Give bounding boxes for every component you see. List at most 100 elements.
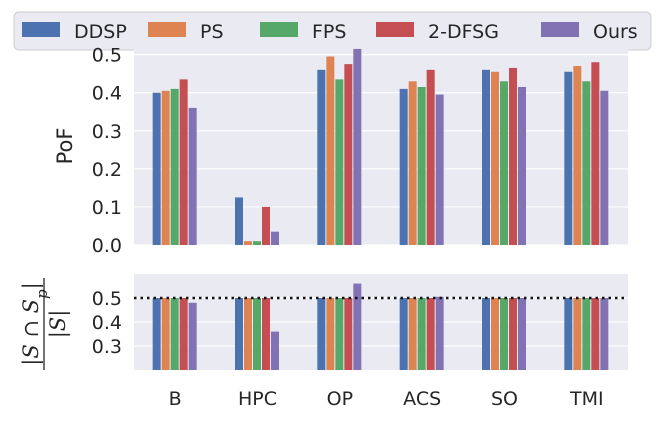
legend-label-2-dfsg: 2-DFSG	[428, 21, 499, 43]
bar-ps-op	[326, 56, 335, 246]
bar-fps-hpc	[253, 298, 261, 370]
bar-ps-hpc	[244, 298, 252, 370]
bar-ours-hpc	[271, 331, 279, 370]
bar-2-dfsg-b	[179, 79, 188, 245]
overlap-y-axis-label: |S ∩ Sp| |S|	[19, 278, 71, 370]
bar-fps-b	[170, 298, 179, 370]
bar-ddsp-op	[317, 69, 326, 245]
legend: DDSP PS FPS 2-DFSG Ours	[13, 11, 652, 51]
bar-ddsp-op	[317, 298, 326, 370]
legend-label-ps: PS	[200, 21, 224, 43]
y-tick-label: 0.4	[92, 83, 122, 105]
y-tick-label: 0.1	[92, 197, 122, 219]
bar-2-dfsg-hpc	[262, 206, 270, 245]
y-tick-label: 0.0	[92, 235, 122, 257]
legend-swatch-ours	[541, 22, 579, 37]
y-tick-label: 0.4	[92, 312, 122, 334]
bar-2-dfsg-b	[179, 298, 188, 370]
bar-fps-acs	[417, 298, 426, 370]
bar-ours-tmi	[600, 90, 609, 246]
bar-ours-b	[188, 107, 197, 245]
x-tick-label: OP	[327, 388, 353, 410]
bar-ours-acs	[435, 94, 444, 245]
x-tick-label: HPC	[238, 388, 277, 410]
bar-2-dfsg-acs	[426, 298, 435, 370]
bar-ps-b	[161, 90, 170, 246]
bar-ours-hpc	[271, 231, 279, 245]
legend-label-fps: FPS	[312, 21, 346, 43]
bar-2-dfsg-tmi	[591, 298, 600, 370]
bar-ours-op	[353, 283, 362, 370]
bar-ps-acs	[408, 298, 417, 370]
bar-ddsp-so	[482, 69, 490, 245]
overlap-bars	[152, 283, 609, 370]
bar-fps-acs	[417, 86, 426, 245]
overlap-label-numerator: |S ∩ Sp|	[19, 282, 51, 365]
y-tick-label: 0.5	[92, 288, 122, 310]
bar-ours-so	[518, 298, 526, 370]
pof-gridlines	[134, 54, 628, 246]
bar-ddsp-hpc	[235, 298, 243, 370]
bar-ddsp-acs	[399, 298, 408, 370]
bar-ours-acs	[435, 296, 444, 370]
bar-ours-op	[353, 48, 362, 246]
legend-swatch-ddsp	[22, 22, 60, 37]
bar-fps-hpc	[253, 241, 261, 245]
bar-ps-b	[161, 298, 170, 370]
overlap-y-tick-labels: 0.30.40.5	[92, 288, 122, 358]
overlap-panel: 0.30.40.5 |S ∩ Sp| |S|	[19, 274, 628, 370]
legend-label-ddsp: DDSP	[74, 21, 127, 43]
bar-2-dfsg-so	[509, 298, 517, 370]
bar-ours-so	[518, 86, 526, 245]
bar-2-dfsg-op	[344, 64, 353, 245]
bar-ps-acs	[408, 81, 417, 246]
bar-fps-b	[170, 88, 179, 245]
legend-swatch-fps	[260, 22, 298, 37]
bar-fps-so	[500, 81, 508, 246]
legend-swatch-2-dfsg	[376, 22, 414, 37]
legend-label-ours: Ours	[593, 21, 638, 43]
y-tick-label: 0.2	[92, 159, 122, 181]
y-tick-label: 0.3	[92, 121, 122, 143]
bar-fps-tmi	[582, 298, 591, 370]
bar-fps-op	[335, 298, 344, 370]
x-tick-label: SO	[491, 388, 518, 410]
pof-y-axis-label: PoF	[53, 128, 77, 165]
bar-ps-tmi	[573, 298, 582, 370]
x-tick-label: B	[169, 388, 182, 410]
bar-2-dfsg-hpc	[262, 298, 270, 370]
bar-ddsp-tmi	[564, 71, 573, 245]
bar-2-dfsg-acs	[426, 69, 435, 245]
bar-ddsp-tmi	[564, 298, 573, 370]
bar-ours-tmi	[600, 298, 609, 370]
pof-panel: 0.0 0.1 0.2 0.3 0.4 0.5 PoF	[53, 45, 628, 257]
bar-ps-so	[491, 71, 499, 245]
bar-fps-op	[335, 79, 344, 245]
bar-ps-tmi	[573, 66, 582, 246]
x-tick-label: ACS	[403, 388, 441, 410]
bar-ddsp-hpc	[235, 197, 243, 245]
y-tick-label: 0.3	[92, 336, 122, 358]
bar-fps-tmi	[582, 81, 591, 246]
pof-y-tick-labels: 0.0 0.1 0.2 0.3 0.4 0.5	[92, 45, 122, 257]
legend-swatch-ps	[148, 22, 186, 37]
y-tick-label: 0.5	[92, 45, 122, 67]
bar-ddsp-b	[152, 298, 161, 370]
bar-2-dfsg-tmi	[591, 62, 600, 245]
bar-ddsp-acs	[399, 88, 408, 245]
bar-ddsp-so	[482, 298, 490, 370]
pof-plot-background	[134, 47, 628, 245]
bar-fps-so	[500, 298, 508, 370]
bar-ps-op	[326, 298, 335, 370]
bar-2-dfsg-op	[344, 298, 353, 370]
bar-ours-b	[188, 302, 197, 370]
overlap-label-denominator: |S|	[46, 310, 71, 339]
x-tick-labels: B HPC OP ACS SO TMI	[169, 388, 604, 410]
bar-ps-so	[491, 298, 499, 370]
bar-ps-hpc	[244, 241, 252, 245]
x-tick-label: TMI	[569, 388, 604, 410]
bar-ddsp-b	[152, 92, 161, 245]
pof-bars	[152, 48, 609, 246]
bar-2-dfsg-so	[509, 67, 517, 245]
